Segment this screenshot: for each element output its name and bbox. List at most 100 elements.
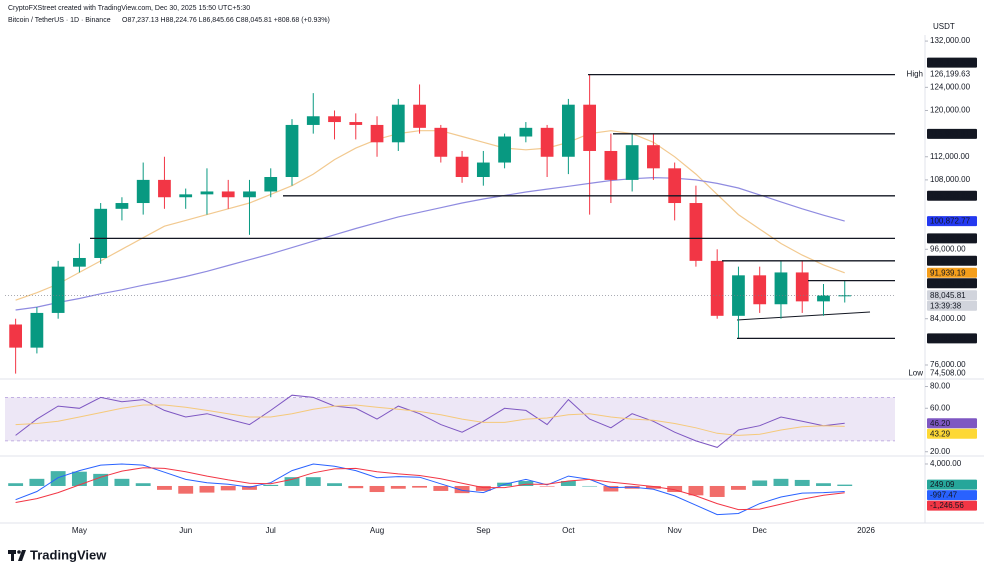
level-tag: High <box>907 70 923 79</box>
currency: USDT <box>933 22 955 31</box>
histogram-bar <box>603 485 619 492</box>
y-tick-label: 80.00 <box>930 382 951 391</box>
histogram-bar <box>327 483 342 486</box>
x-tick-label: Sep <box>476 526 491 535</box>
candle-body <box>710 260 724 316</box>
price-label: 105,250.85 <box>930 191 971 200</box>
candle-body <box>774 272 788 305</box>
price-label: 43.29 <box>930 429 951 438</box>
price-label: 115,963.81 <box>930 129 970 138</box>
histogram-bar <box>8 483 24 486</box>
price-label: 249.09 <box>930 480 955 489</box>
candle-body <box>817 295 830 302</box>
histogram-bar <box>348 485 364 489</box>
logo-icon <box>8 550 16 554</box>
price-label: 97,895.68 <box>930 234 966 243</box>
candle-body <box>413 104 426 128</box>
logo: TradingView <box>8 547 107 562</box>
x-tick-label: Nov <box>668 526 682 535</box>
candle-body <box>370 124 384 143</box>
histogram-bar <box>220 485 236 491</box>
histogram-bar <box>263 484 279 486</box>
histogram-bar <box>773 478 789 486</box>
candle-body <box>753 275 767 305</box>
candle-body <box>540 127 554 157</box>
symbol-title: Bitcoin / TetherUS · 1D · Binance <box>8 17 111 24</box>
candle-body <box>838 295 852 297</box>
histogram-bar <box>114 478 130 486</box>
indicator-line <box>15 467 845 511</box>
price-label-box <box>927 290 977 301</box>
indicator-line <box>15 463 845 516</box>
histogram-bar <box>688 485 704 496</box>
histogram-bar <box>709 485 725 497</box>
candle-body <box>434 127 448 157</box>
price-label-box <box>927 428 977 439</box>
price-label-box <box>927 190 977 201</box>
candle-body <box>243 191 256 198</box>
price-label-box <box>927 490 977 501</box>
y-tick-label: 124,000.00 <box>930 82 971 91</box>
candle-body <box>264 177 278 192</box>
candle-body <box>689 203 703 261</box>
price-label-box <box>927 500 977 511</box>
histogram-bar <box>157 485 172 490</box>
histogram-bar <box>50 471 66 486</box>
price-label: 126,199.63 <box>930 58 971 67</box>
logo-icon <box>18 550 26 561</box>
price-label: 91,939.19 <box>930 268 966 277</box>
x-tick-label: Oct <box>562 526 575 535</box>
candle-body <box>519 127 533 137</box>
brand: TradingView <box>30 547 107 562</box>
candle-body <box>30 312 44 348</box>
level-label: 126,199.63 <box>930 70 971 79</box>
price-label-box <box>927 418 977 429</box>
histogram-bar <box>71 471 87 486</box>
price-label-box <box>927 57 977 68</box>
logo-icon <box>11 554 14 561</box>
histogram-bar <box>93 473 109 486</box>
price-label: 100,872.77 <box>930 217 971 226</box>
histogram-bar <box>390 485 406 489</box>
candle-body <box>604 150 618 180</box>
trendline <box>736 311 871 321</box>
candle-body <box>158 179 171 198</box>
histogram-bar <box>837 484 853 486</box>
candle-body <box>9 324 23 348</box>
price-label-box <box>927 267 977 278</box>
histogram-bar <box>816 483 831 486</box>
price-label: 13:39:38 <box>930 301 962 310</box>
moving-average <box>15 176 845 311</box>
candle-body <box>498 136 511 163</box>
moving-average <box>15 130 845 301</box>
y-tick-label: 132,000.00 <box>930 36 971 45</box>
histogram-bar <box>242 485 257 490</box>
x-tick-label: Jul <box>266 526 276 535</box>
price-label-box <box>927 233 977 244</box>
histogram-bar <box>135 483 151 486</box>
histogram-bar <box>560 481 576 486</box>
histogram-bar <box>731 485 746 490</box>
x-tick-label: Aug <box>370 526 384 535</box>
candle-body <box>668 168 682 204</box>
histogram-bar <box>199 485 215 493</box>
x-tick-label: Jun <box>179 526 192 535</box>
candle-body <box>476 162 490 178</box>
level-tag: Low <box>908 369 923 378</box>
candle-body <box>94 208 108 258</box>
histogram-bar <box>582 485 598 487</box>
price-label: 46.20 <box>930 419 951 428</box>
price-label-box <box>927 255 977 266</box>
price-label-box <box>927 479 977 490</box>
y-tick-label: 4,000.00 <box>930 459 962 468</box>
price-label-box <box>927 278 977 289</box>
x-tick-label: Dec <box>753 526 767 535</box>
candle-body <box>795 272 809 302</box>
y-tick-label: 120,000.00 <box>930 106 971 115</box>
histogram-bar <box>539 485 555 487</box>
y-tick-label: 20.00 <box>930 447 951 456</box>
histogram-bar <box>794 479 810 486</box>
histogram-bar <box>369 485 385 493</box>
